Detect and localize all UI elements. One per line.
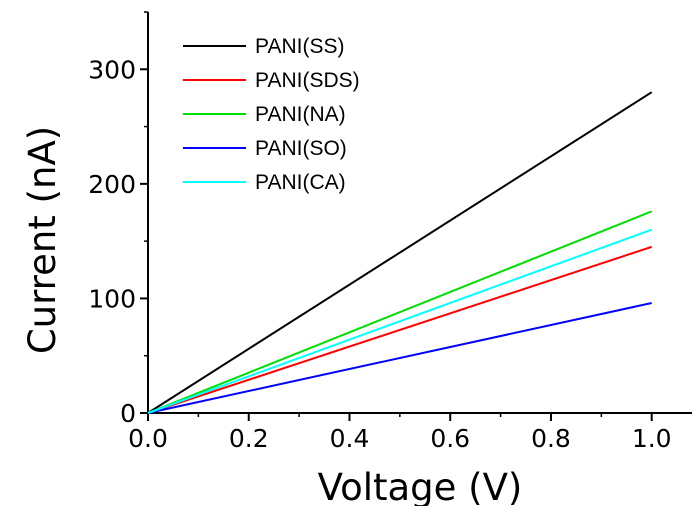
- x-axis-title: Voltage (V): [318, 466, 523, 506]
- y-axis-title: Current (nA): [21, 126, 64, 354]
- x-tick-label: 0.0: [128, 424, 168, 453]
- series-line: [147, 302, 652, 414]
- legend-label: PANI(SS): [255, 35, 344, 58]
- legend-label: PANI(NA): [255, 103, 346, 126]
- legend-label: PANI(CA): [255, 171, 346, 194]
- x-tick-label: 0.6: [430, 424, 470, 453]
- x-axis-ticks: 0.0 0.2 0.4 0.6 0.8 1.0: [128, 413, 672, 453]
- legend-label: PANI(SDS): [255, 69, 360, 92]
- x-tick-label: 0.2: [229, 424, 269, 453]
- legend: PANI(SS) PANI(SDS) PANI(NA) PANI(SO) PANI(CA…: [183, 35, 360, 194]
- series-lines: [147, 91, 653, 414]
- x-tick-label: 0.8: [531, 424, 571, 453]
- y-tick-label: 200: [88, 170, 136, 199]
- legend-label: PANI(SO): [255, 137, 347, 160]
- series-line: [147, 245, 653, 414]
- y-tick-label: 300: [88, 55, 136, 84]
- series-line: [147, 210, 653, 414]
- y-tick-label: 0: [120, 399, 136, 428]
- y-tick-label: 100: [88, 284, 136, 313]
- x-tick-label: 1.0: [632, 424, 672, 453]
- series-line: [147, 91, 653, 414]
- x-tick-label: 0.4: [330, 424, 370, 453]
- series-line: [147, 228, 653, 414]
- y-axis-ticks: 0 100 200 300: [88, 11, 148, 428]
